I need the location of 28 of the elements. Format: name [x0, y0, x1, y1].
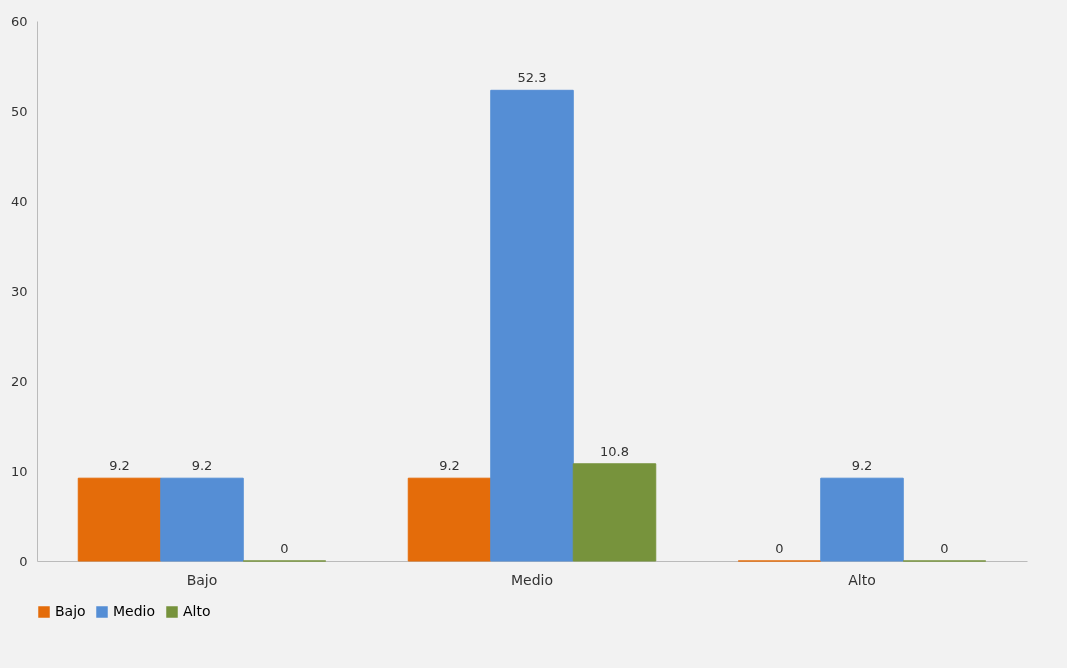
legend-label: Medio	[113, 603, 156, 619]
bar	[490, 89, 574, 562]
legend-label: Bajo	[55, 603, 86, 619]
data-label: 9.2	[191, 458, 213, 474]
data-label: 0	[775, 541, 784, 556]
data-label: 0	[940, 541, 949, 556]
data-label: 9.2	[439, 458, 460, 474]
bar	[77, 477, 162, 562]
data-label: 52.3	[517, 70, 547, 86]
x-tick-label: Alto	[848, 571, 876, 588]
data-label: 0	[280, 541, 289, 556]
data-label: 9.2	[851, 458, 873, 474]
bar	[407, 477, 492, 562]
y-tick-label: 40	[10, 193, 28, 209]
y-tick-label: 0	[19, 553, 28, 569]
x-tick-label: Bajo	[186, 571, 218, 588]
data-label: 10.8	[600, 443, 629, 459]
x-tick-label: Medio	[510, 571, 554, 588]
y-tick-label: 30	[10, 283, 28, 299]
bar	[160, 477, 244, 562]
bar	[572, 463, 657, 562]
y-tick-label: 20	[10, 373, 28, 389]
bar	[820, 477, 904, 562]
y-tick-label: 10	[10, 463, 28, 479]
y-tick-label: 50	[10, 103, 28, 119]
data-label: 9.2	[109, 458, 130, 474]
y-tick-label: 60	[10, 13, 28, 29]
legend-label: Alto	[183, 603, 211, 619]
